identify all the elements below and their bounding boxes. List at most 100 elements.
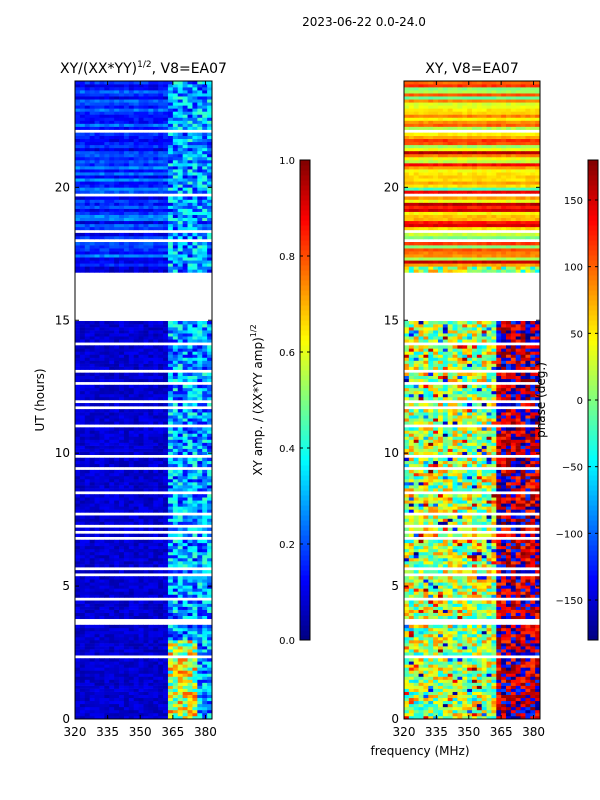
heatmap-cell xyxy=(192,99,198,103)
heatmap-cell xyxy=(163,557,169,562)
heatmap-cell xyxy=(148,159,154,164)
heatmap-cell xyxy=(123,460,130,465)
heatmap-cell xyxy=(177,463,184,468)
heatmap-cell xyxy=(158,636,164,641)
heatmap-cell xyxy=(128,612,135,617)
heatmap-cell xyxy=(167,208,174,212)
heatmap-cell xyxy=(167,217,174,222)
x-axis-label: frequency (MHz) xyxy=(370,744,469,758)
heatmap-cell xyxy=(99,93,105,97)
colorbar-segment xyxy=(300,505,310,511)
heatmap-cell xyxy=(153,506,159,510)
heatmap-cell xyxy=(148,327,154,331)
heatmap-cell xyxy=(109,354,115,358)
heatmap-cell xyxy=(202,248,208,252)
heatmap-cell xyxy=(119,646,125,650)
heatmap-cell xyxy=(79,339,86,343)
heatmap-cell xyxy=(84,108,91,112)
heatmap-cell xyxy=(192,220,198,225)
heatmap-cell xyxy=(128,591,135,595)
heatmap-cell xyxy=(79,585,86,589)
heatmap-cell xyxy=(187,384,193,389)
heatmap-cell xyxy=(197,430,203,434)
heatmap-cell xyxy=(99,469,105,474)
heatmap-cell xyxy=(99,630,105,635)
heatmap-cell xyxy=(114,159,120,164)
heatmap-cell xyxy=(187,354,193,358)
heatmap-cell xyxy=(114,706,120,711)
heatmap-cell xyxy=(177,658,184,662)
heatmap-cell xyxy=(202,606,208,610)
heatmap-cell xyxy=(89,141,95,146)
heatmap-cell xyxy=(177,497,184,501)
heatmap-cell xyxy=(182,412,188,416)
heatmap-cell xyxy=(177,494,184,498)
heatmap-cell xyxy=(202,348,208,352)
heatmap-cell xyxy=(138,393,144,398)
heatmap-cell xyxy=(109,485,115,489)
heatmap-cell xyxy=(89,205,95,209)
heatmap-cell xyxy=(197,643,203,647)
heatmap-cell xyxy=(99,208,105,212)
heatmap-cell xyxy=(177,324,184,328)
heatmap-cell xyxy=(148,363,154,367)
heatmap-cell xyxy=(114,661,120,665)
heatmap-cell xyxy=(114,539,120,544)
heatmap-cell xyxy=(192,649,198,653)
heatmap-cell xyxy=(158,661,164,665)
heatmap-cell xyxy=(114,147,120,152)
heatmap-cell xyxy=(202,488,208,492)
heatmap-cell xyxy=(143,150,149,155)
heatmap-cell xyxy=(138,506,144,510)
heatmap-cell xyxy=(202,585,208,589)
heatmap-cell xyxy=(123,606,130,610)
heatmap-cell xyxy=(167,415,174,419)
heatmap-cell xyxy=(202,387,208,392)
heatmap-cell xyxy=(202,102,208,106)
heatmap-cell xyxy=(104,457,110,462)
heatmap-cell xyxy=(79,415,86,419)
heatmap-cell xyxy=(84,390,91,395)
heatmap-cell xyxy=(182,220,188,225)
heatmap-cell xyxy=(163,475,169,480)
heatmap-cell xyxy=(148,375,154,380)
heatmap-cell xyxy=(114,220,120,225)
heatmap-cell xyxy=(153,518,159,522)
heatmap-cell xyxy=(197,688,203,692)
heatmap-cell xyxy=(104,488,110,492)
heatmap-cell xyxy=(128,636,135,641)
heatmap-cell xyxy=(192,266,198,270)
heatmap-cell xyxy=(202,366,208,370)
heatmap-cell xyxy=(207,694,213,699)
heatmap-cell xyxy=(202,600,208,604)
heatmap-cell xyxy=(84,463,91,468)
heatmap-cell xyxy=(148,700,154,705)
heatmap-cell xyxy=(75,87,81,91)
heatmap-cell xyxy=(94,643,100,647)
heatmap-cell xyxy=(84,126,91,130)
heatmap-cell xyxy=(104,372,110,376)
heatmap-cell xyxy=(172,220,179,225)
heatmap-cell xyxy=(99,372,105,376)
heatmap-cell xyxy=(192,159,198,164)
heatmap-cell xyxy=(133,709,139,714)
heatmap-cell xyxy=(99,664,105,668)
heatmap-cell xyxy=(182,521,188,525)
heatmap-cell xyxy=(172,87,179,91)
heatmap-cell xyxy=(158,251,164,255)
heatmap-cell xyxy=(123,257,130,261)
heatmap-cell xyxy=(153,96,159,100)
heatmap-cell xyxy=(207,579,213,583)
heatmap-cell xyxy=(138,439,144,443)
heatmap-cell xyxy=(99,378,105,383)
heatmap-cell xyxy=(207,715,213,720)
heatmap-cell xyxy=(104,439,110,443)
heatmap-cell xyxy=(167,126,174,130)
heatmap-cell xyxy=(143,488,149,492)
heatmap-cell xyxy=(207,387,213,392)
heatmap-cell xyxy=(172,542,179,547)
heatmap-cell xyxy=(163,226,169,231)
heatmap-cell xyxy=(94,99,100,103)
heatmap-cell xyxy=(153,159,159,164)
heatmap-cell xyxy=(79,661,86,665)
